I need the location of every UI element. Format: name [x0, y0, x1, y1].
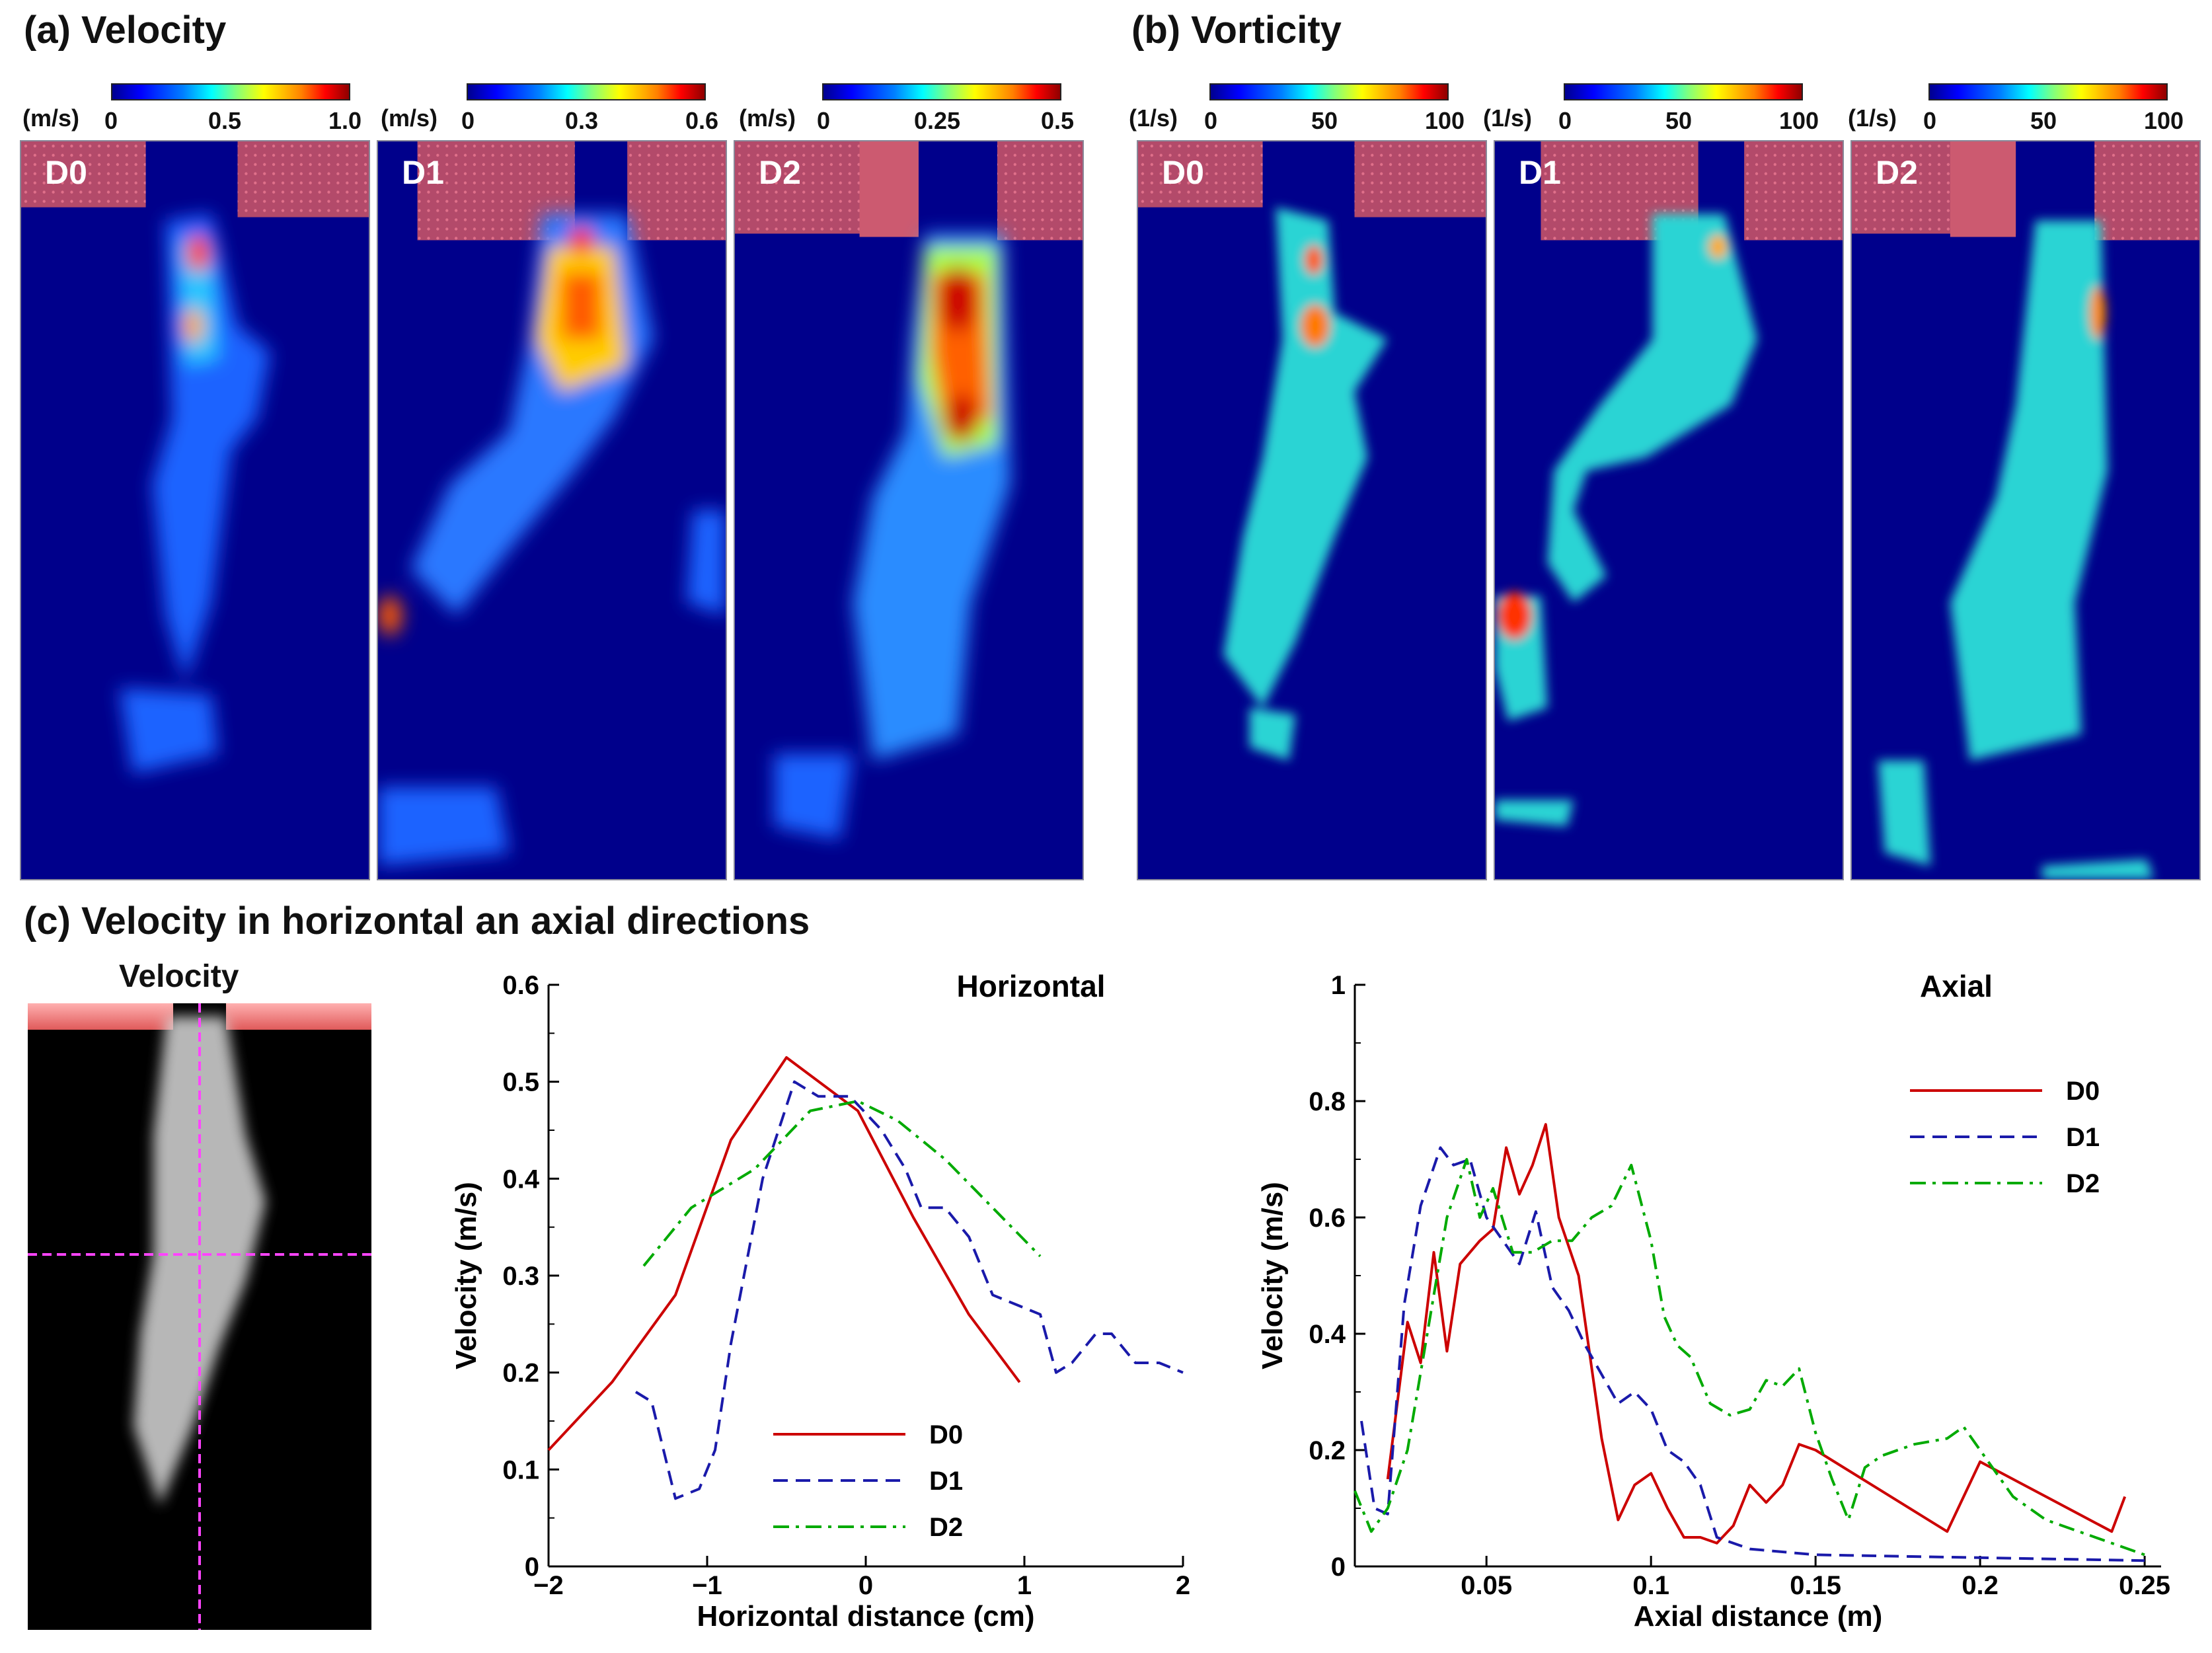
smoke-photo-image [28, 1003, 371, 1630]
vorticity-field-d0-image [1138, 141, 1486, 761]
legend-label-d1: D1 [2066, 1123, 2100, 1152]
colorbar-tick: 0 [1203, 107, 1218, 134]
velocity-map-d2: D2 [734, 140, 1084, 880]
panel-c-title: (c) Velocity in horizontal an axial dire… [24, 900, 810, 942]
colorbar-tick: 0.25 [913, 107, 961, 134]
y-tick-label: 0 [525, 1553, 539, 1582]
series-line-d0 [547, 1056, 1021, 1451]
series-line-d1 [1360, 1146, 2145, 1562]
colorbar-tick: 1.0 [328, 107, 362, 134]
colorbar-gradient [111, 83, 350, 100]
colorbar-tick: 50 [2030, 107, 2057, 134]
series-line-d2 [1354, 1158, 2145, 1557]
y-tick-label: 0.6 [1309, 1204, 1346, 1233]
velocity-map-d1: D1 [377, 140, 727, 880]
vorticity-field-d1-image [1495, 141, 1843, 827]
x-tick-label: 0 [858, 1571, 873, 1600]
x-tick-label: 0.05 [1461, 1571, 1512, 1600]
colorbar-gradient [1928, 83, 2168, 100]
smoke-velocity-photo [28, 1003, 371, 1630]
velocity-field-d0-image [21, 141, 369, 774]
map-label: D0 [45, 154, 87, 191]
colorbar-unit: (1/s) [1848, 104, 1897, 132]
colorbar-gradient [1209, 83, 1449, 100]
x-axis-label: Horizontal distance (cm) [697, 1600, 1035, 1633]
colorbar-tick: 0 [1923, 107, 1937, 134]
colorbar-tick: 100 [2143, 107, 2184, 134]
x-tick-label: −2 [533, 1571, 564, 1600]
y-tick-label: 0.4 [1309, 1320, 1346, 1349]
y-tick-label: 0.2 [1309, 1436, 1346, 1465]
map-label: D2 [759, 154, 801, 191]
legend-label-d0: D0 [929, 1420, 963, 1449]
map-label: D1 [402, 154, 444, 191]
x-axis-label: Axial distance (m) [1634, 1600, 1883, 1633]
vorticity-map-d2: D2 [1850, 140, 2201, 880]
colorbar-unit: (1/s) [1483, 104, 1533, 132]
x-tick-label: 0.25 [2119, 1571, 2170, 1600]
chart-title: Horizontal [957, 969, 1106, 1003]
x-tick-label: −1 [692, 1571, 722, 1600]
x-tick-label: 0.15 [1790, 1571, 1841, 1600]
map-label: D2 [1876, 154, 1918, 191]
photo-title: Velocity [119, 959, 239, 994]
colorbar-tick: 0.6 [685, 107, 719, 134]
series-line-d0 [1386, 1123, 2127, 1545]
legend-label-d0: D0 [2066, 1077, 2100, 1106]
velocity-field-d1-image [378, 141, 726, 866]
y-axis-label: Velocity (m/s) [450, 1182, 482, 1369]
velocity-map-d0: D0 [20, 140, 370, 880]
axial-velocity-chart: 0 0.2 0.4 0.6 0.8 1 0.05 0.1 0.15 0.2 0.25 Axial di… [1229, 952, 2194, 1639]
legend-label-d1: D1 [929, 1467, 963, 1496]
colorbar-tick: 0.5 [208, 107, 242, 134]
vorticity-map-d0: D0 [1137, 140, 1487, 880]
legend-label-d2: D2 [929, 1513, 963, 1542]
series-line-d2 [642, 1100, 1042, 1267]
vorticity-field-d2-image [1852, 141, 2199, 879]
panel-a-title: (a) Velocity [24, 9, 227, 52]
colorbar-gradient [1564, 83, 1803, 100]
x-tick-label: 0.2 [1962, 1571, 1999, 1600]
colorbar-unit: (m/s) [22, 104, 80, 132]
map-label: D0 [1162, 154, 1204, 191]
colorbar-tick: 0 [1558, 107, 1572, 134]
velocity-field-d2-image [735, 141, 1083, 840]
y-tick-label: 0 [1331, 1553, 1346, 1582]
colorbar-tick: 50 [1665, 107, 1693, 134]
horizontal-velocity-chart: 0 0.1 0.2 0.3 0.4 0.5 0.6 −2 −1 0 1 2 Horizontal dis… [423, 952, 1203, 1639]
x-tick-label: 0.1 [1632, 1571, 1669, 1600]
y-tick-label: 0.6 [502, 971, 539, 1000]
colorbar-unit: (1/s) [1129, 104, 1178, 132]
colorbar-tick: 0.5 [1040, 107, 1075, 134]
map-label: D1 [1519, 154, 1561, 191]
vorticity-map-d1: D1 [1494, 140, 1844, 880]
colorbar-unit: (m/s) [381, 104, 438, 132]
y-tick-label: 0.4 [502, 1165, 539, 1194]
y-tick-label: 0.3 [502, 1262, 539, 1291]
colorbar-tick: 100 [1778, 107, 1819, 134]
y-tick-label: 0.8 [1309, 1087, 1346, 1116]
y-axis-label: Velocity (m/s) [1256, 1182, 1289, 1369]
y-tick-label: 0.5 [502, 1068, 539, 1097]
horizontal-chart-svg: 0 0.1 0.2 0.3 0.4 0.5 0.6 −2 −1 0 1 2 Horizontal dis… [450, 969, 1190, 1633]
colorbar-tick: 0 [104, 107, 118, 134]
colorbar-unit: (m/s) [739, 104, 796, 132]
legend-label-d2: D2 [2066, 1169, 2100, 1198]
colorbar-gradient [467, 83, 706, 100]
colorbar-tick: 0 [816, 107, 831, 134]
axial-chart-svg: 0 0.2 0.4 0.6 0.8 1 0.05 0.1 0.15 0.2 0.25 Axial di… [1256, 969, 2170, 1633]
y-tick-label: 0.2 [502, 1359, 539, 1388]
colorbar-tick: 0.3 [564, 107, 599, 134]
chart-title: Axial [1920, 969, 1993, 1003]
panel-b-title: (b) Vorticity [1131, 9, 1342, 52]
y-tick-label: 1 [1331, 971, 1346, 1000]
colorbar-gradient [822, 83, 1061, 100]
series-line-d1 [634, 1080, 1184, 1500]
x-tick-label: 2 [1176, 1571, 1190, 1600]
x-tick-label: 1 [1017, 1571, 1032, 1600]
colorbar-tick: 50 [1311, 107, 1338, 134]
colorbar-tick: 100 [1424, 107, 1465, 134]
y-tick-label: 0.1 [502, 1455, 539, 1484]
colorbar-tick: 0 [461, 107, 475, 134]
